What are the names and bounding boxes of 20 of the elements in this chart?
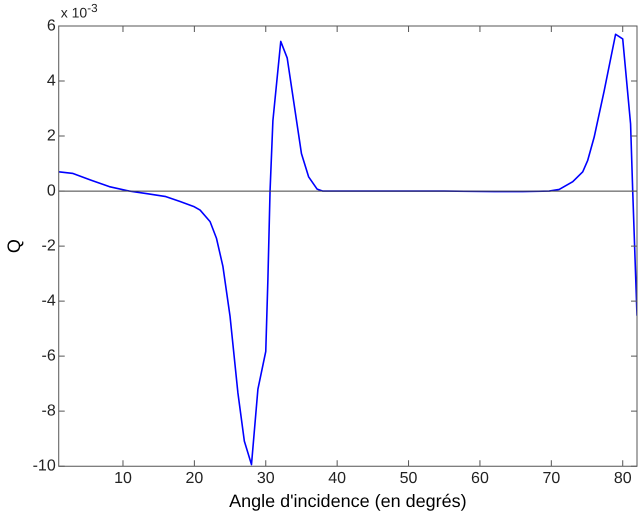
x-tick-label: 80 bbox=[614, 470, 632, 488]
y-tick-label: -8 bbox=[41, 402, 56, 420]
x-tick-label: 70 bbox=[542, 470, 560, 488]
y-tick-label: 2 bbox=[46, 127, 56, 144]
y-axis-title: Q bbox=[4, 239, 24, 254]
text: x 10$^{-3}$ bbox=[60, 2, 98, 21]
y-tick-label: 4 bbox=[46, 72, 56, 90]
x-tick-label: 30 bbox=[256, 470, 275, 488]
y-tick-label: 6 bbox=[46, 17, 56, 34]
x-tick-label: 50 bbox=[400, 470, 418, 488]
y-tick-label: -6 bbox=[41, 348, 56, 365]
y-tick-label: 0 bbox=[46, 182, 56, 200]
x-axis-title: Angle d'incidence (en degrés) bbox=[229, 491, 467, 512]
y-tick-label: -4 bbox=[41, 292, 56, 310]
y-tick-label: -10 bbox=[32, 458, 56, 475]
x-tick-label: 60 bbox=[471, 470, 489, 488]
x-tick-label: 40 bbox=[328, 470, 346, 488]
y-tick-label: -2 bbox=[41, 238, 56, 255]
x-tick-label: 10 bbox=[114, 470, 132, 488]
x-tick-label: 20 bbox=[185, 470, 204, 488]
